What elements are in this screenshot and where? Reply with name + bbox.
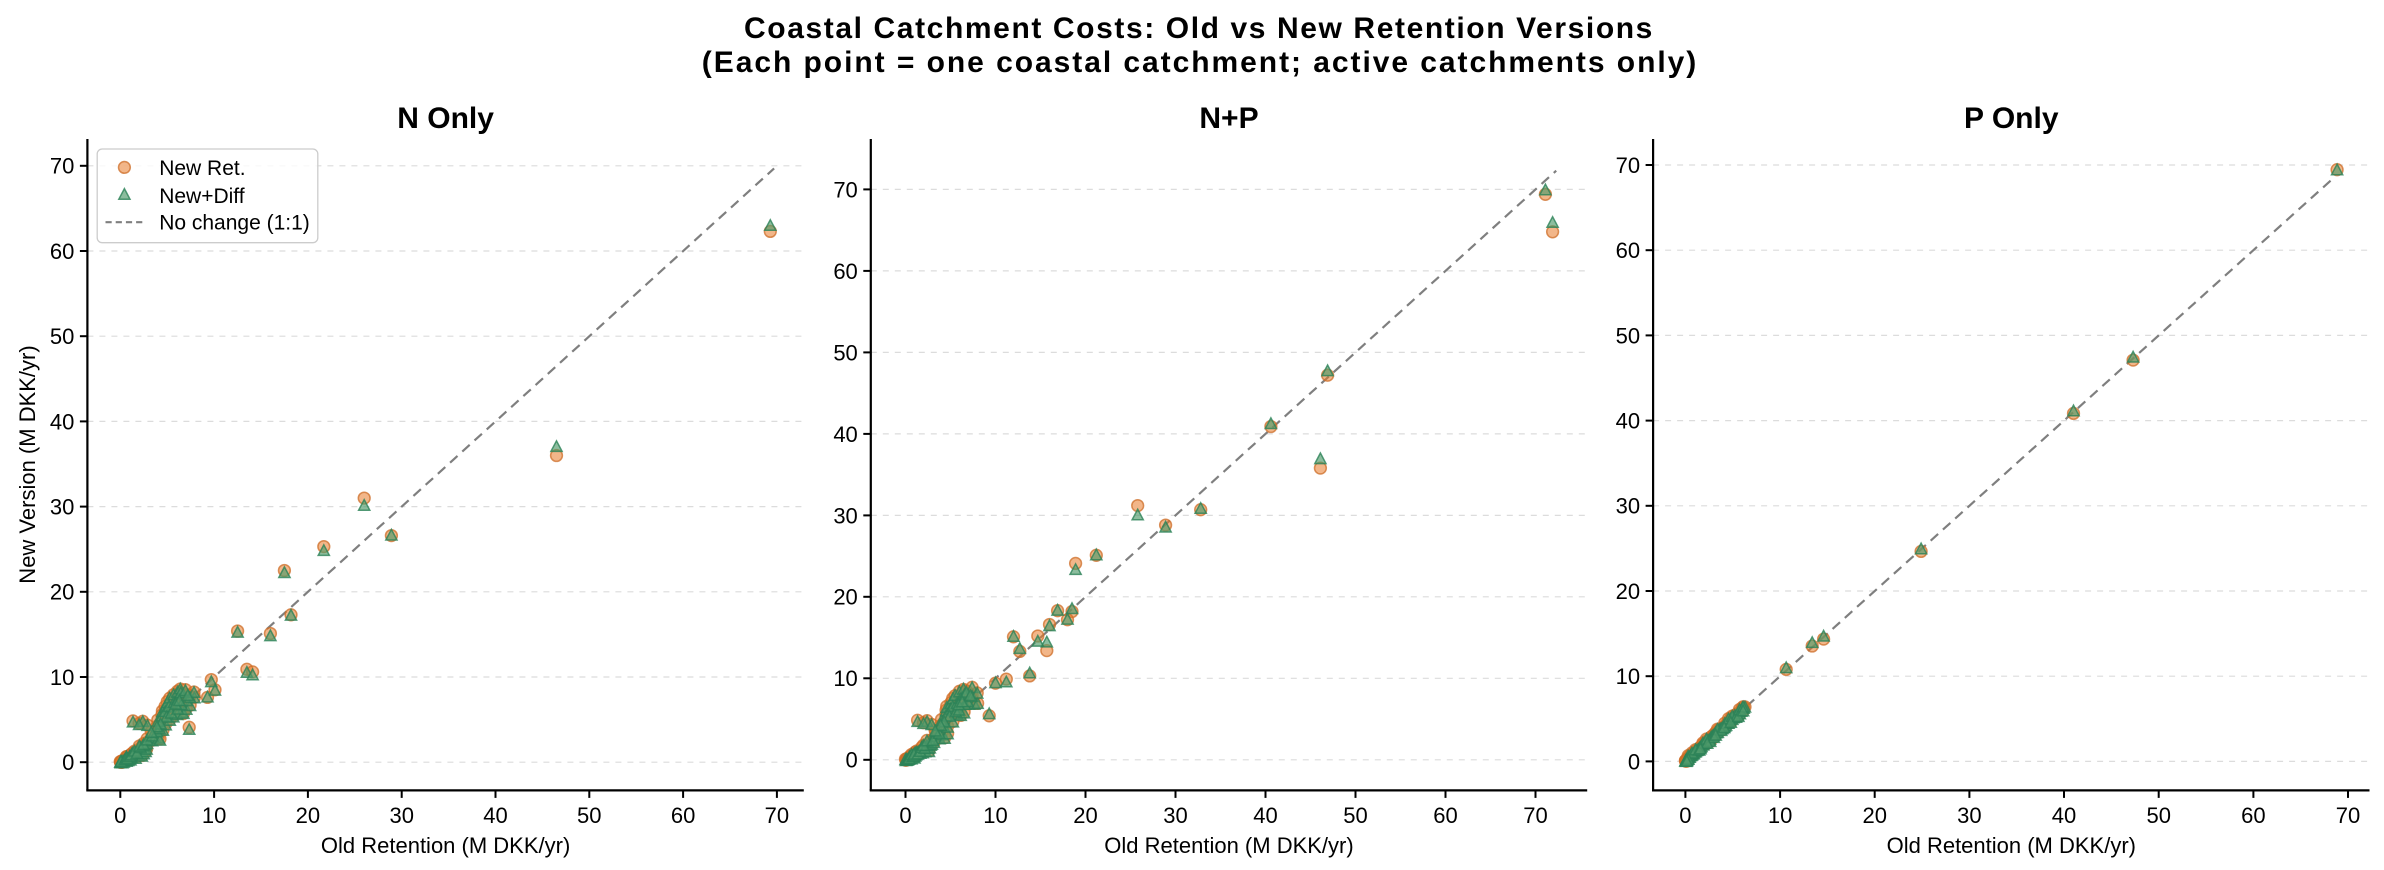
svg-text:20: 20 [1616,579,1640,604]
svg-text:30: 30 [1163,803,1187,828]
svg-text:70: 70 [833,177,857,202]
svg-text:0: 0 [114,803,126,828]
svg-text:40: 40 [2052,803,2076,828]
svg-text:New+Diff: New+Diff [159,185,245,208]
svg-text:0: 0 [62,750,74,775]
svg-text:50: 50 [833,340,857,365]
svg-text:40: 40 [833,422,857,447]
svg-text:Old Retention (M DKK/yr): Old Retention (M DKK/yr) [1887,833,2136,858]
svg-text:10: 10 [1616,664,1640,689]
svg-text:20: 20 [1073,803,1097,828]
svg-text:50: 50 [50,324,74,349]
svg-text:20: 20 [50,580,74,605]
svg-text:60: 60 [833,259,857,284]
svg-text:0: 0 [899,803,911,828]
svg-text:30: 30 [1957,803,1981,828]
svg-text:60: 60 [671,803,695,828]
svg-text:30: 30 [833,503,857,528]
svg-text:(Each point = one coastal catc: (Each point = one coastal catchment; act… [702,46,1698,79]
svg-text:20: 20 [833,585,857,610]
svg-text:70: 70 [1616,153,1640,178]
svg-text:40: 40 [483,803,507,828]
svg-text:60: 60 [1616,238,1640,263]
svg-text:N Only: N Only [397,102,494,135]
svg-text:40: 40 [50,409,74,434]
svg-text:60: 60 [2241,803,2265,828]
svg-text:60: 60 [50,239,74,264]
svg-text:40: 40 [1253,803,1277,828]
svg-text:60: 60 [1433,803,1457,828]
svg-text:30: 30 [389,803,413,828]
svg-text:30: 30 [50,495,74,520]
svg-text:70: 70 [50,154,74,179]
svg-text:P Only: P Only [1964,102,2059,135]
svg-text:N+P: N+P [1199,102,1258,135]
svg-text:40: 40 [1616,409,1640,434]
svg-text:0: 0 [846,748,858,773]
svg-text:10: 10 [202,803,226,828]
svg-text:10: 10 [833,666,857,691]
svg-text:Old Retention (M DKK/yr): Old Retention (M DKK/yr) [1104,833,1353,858]
svg-text:0: 0 [1679,803,1691,828]
svg-text:70: 70 [765,803,789,828]
svg-text:20: 20 [296,803,320,828]
svg-text:50: 50 [1343,803,1367,828]
svg-text:50: 50 [577,803,601,828]
svg-text:New Version (M DKK/yr): New Version (M DKK/yr) [15,345,40,583]
svg-text:Old Retention (M DKK/yr): Old Retention (M DKK/yr) [321,833,570,858]
svg-text:10: 10 [50,665,74,690]
svg-text:50: 50 [1616,323,1640,348]
svg-text:No change (1:1): No change (1:1) [159,212,310,235]
svg-text:10: 10 [983,803,1007,828]
svg-text:70: 70 [2336,803,2360,828]
svg-text:10: 10 [1768,803,1792,828]
svg-text:New Ret.: New Ret. [159,157,245,180]
svg-text:20: 20 [1862,803,1886,828]
svg-text:Coastal Catchment Costs: Old v: Coastal Catchment Costs: Old vs New Rete… [744,12,1654,45]
svg-text:30: 30 [1616,494,1640,519]
svg-text:0: 0 [1628,749,1640,774]
svg-text:50: 50 [2146,803,2170,828]
svg-text:70: 70 [1523,803,1547,828]
